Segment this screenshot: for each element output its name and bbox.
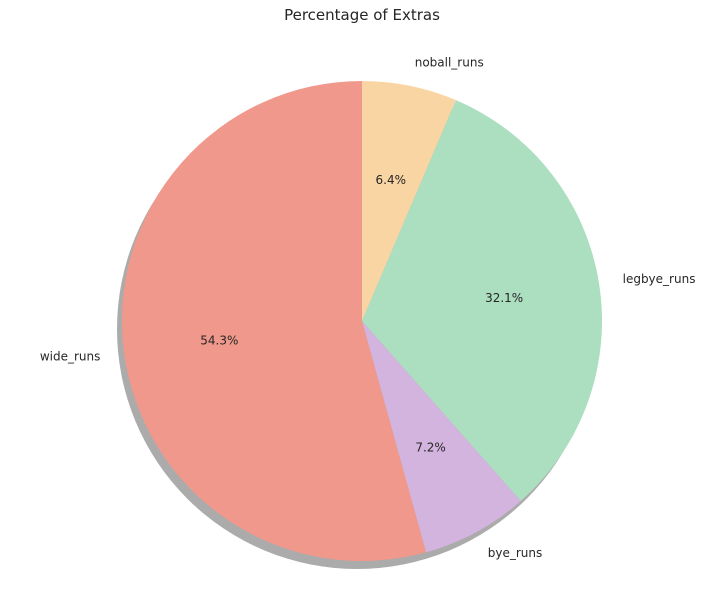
pie-slice-wide-runs	[122, 81, 427, 561]
pie-slice-bye-runs	[362, 321, 521, 553]
pie-labels: noball_runs 6.4% legbye_runs 32.1% bye_runs 7…	[40, 55, 696, 560]
slice-category-label: legbye_runs	[623, 272, 696, 286]
slice-percent-label: 54.3%	[200, 333, 238, 347]
pie-slice-noball-runs	[362, 81, 456, 321]
slice-percent-label: 7.2%	[415, 441, 446, 455]
pie-slices	[122, 81, 602, 561]
slice-percent-label: 6.4%	[376, 173, 407, 187]
slice-category-label: bye_runs	[488, 546, 543, 560]
pie-slice-legbye-runs	[362, 100, 602, 502]
slice-percent-label: 32.1%	[485, 291, 523, 305]
chart-title: Percentage of Extras	[284, 6, 440, 24]
slice-category-label: noball_runs	[415, 55, 484, 69]
slice-category-label: wide_runs	[40, 350, 101, 364]
